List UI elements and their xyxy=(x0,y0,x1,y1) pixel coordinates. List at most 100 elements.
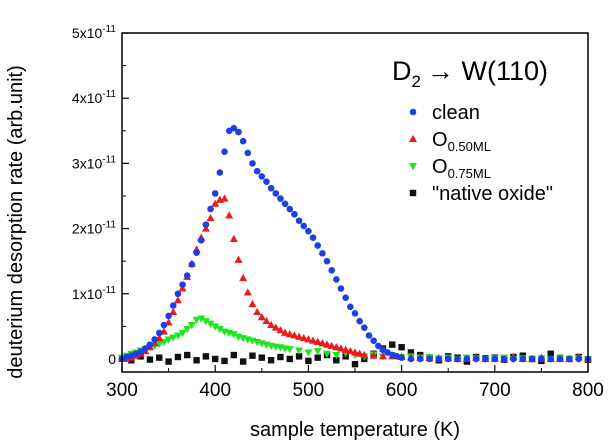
data-point xyxy=(155,329,163,337)
data-point xyxy=(225,211,234,219)
x-tick-label: 300 xyxy=(106,380,138,401)
data-point xyxy=(164,336,173,344)
data-point xyxy=(519,355,527,363)
data-point xyxy=(257,313,266,321)
data-point xyxy=(398,344,405,351)
data-point xyxy=(309,234,317,242)
legend-marker xyxy=(409,163,417,171)
data-point xyxy=(337,344,346,352)
data-point xyxy=(267,320,276,329)
data-points xyxy=(118,124,592,368)
data-point xyxy=(239,137,247,145)
data-point xyxy=(295,217,303,225)
chart-title-main: D xyxy=(392,56,412,86)
data-point xyxy=(346,346,355,355)
data-point xyxy=(211,323,220,331)
data-point xyxy=(313,337,322,346)
data-point xyxy=(216,169,224,176)
data-point xyxy=(378,352,387,360)
data-point xyxy=(327,341,336,349)
data-point xyxy=(187,322,196,330)
data-point xyxy=(281,328,290,336)
data-point xyxy=(178,284,187,292)
legend-marker xyxy=(409,134,417,142)
data-point xyxy=(253,167,261,175)
data-point xyxy=(300,222,308,230)
data-point xyxy=(202,353,210,360)
y-tick-label: 1x10-11 xyxy=(72,285,117,302)
data-point xyxy=(156,354,163,361)
y-tick-label: 2x10-11 xyxy=(72,220,117,237)
data-point xyxy=(407,355,415,363)
data-point xyxy=(375,342,382,350)
data-point xyxy=(313,348,322,356)
data-point xyxy=(370,337,377,345)
data-point xyxy=(575,355,582,363)
data-point xyxy=(183,325,192,334)
data-point xyxy=(285,346,294,354)
data-point xyxy=(556,355,564,363)
x-axis-label: sample temperature (K) xyxy=(250,419,460,441)
data-point xyxy=(239,358,247,365)
data-point xyxy=(220,194,229,202)
data-point xyxy=(491,355,499,363)
data-point xyxy=(169,334,178,342)
data-point xyxy=(277,353,284,361)
data-point xyxy=(309,336,318,344)
data-point xyxy=(547,350,554,357)
data-point xyxy=(193,357,200,364)
data-point xyxy=(314,354,321,361)
data-point xyxy=(183,272,191,279)
data-point xyxy=(323,350,332,358)
data-point xyxy=(295,332,304,340)
data-point xyxy=(174,290,182,298)
data-point xyxy=(267,184,275,192)
data-point xyxy=(253,307,262,316)
legend-marker xyxy=(409,189,417,197)
data-point xyxy=(197,237,205,244)
data-point xyxy=(538,355,545,363)
data-point xyxy=(416,355,424,363)
data-point xyxy=(332,352,341,360)
data-point xyxy=(258,354,265,361)
data-point xyxy=(221,357,228,365)
data-point xyxy=(206,320,215,328)
data-point xyxy=(178,329,187,338)
x-tick-label: 600 xyxy=(386,380,418,401)
data-point xyxy=(454,355,461,363)
data-point xyxy=(323,257,331,265)
data-point xyxy=(407,349,415,356)
data-point xyxy=(369,351,378,359)
data-point xyxy=(235,128,242,136)
x-tick-label: 700 xyxy=(479,380,511,401)
data-point xyxy=(305,227,312,235)
data-point xyxy=(291,210,298,218)
data-point xyxy=(151,336,158,343)
data-point xyxy=(201,318,210,326)
data-point xyxy=(271,323,280,331)
data-point xyxy=(197,315,206,323)
data-point xyxy=(165,312,172,320)
data-point xyxy=(285,329,294,338)
data-point xyxy=(500,355,508,363)
plot-frame xyxy=(121,32,589,373)
data-point xyxy=(243,288,252,296)
data-point xyxy=(337,285,345,292)
y-tick-label: 3x10-11 xyxy=(72,154,117,171)
data-point xyxy=(333,357,340,364)
data-point xyxy=(290,331,299,339)
data-point xyxy=(482,355,489,363)
data-point xyxy=(174,353,182,361)
axis-ticks: 300 400 500 600 700 800 0 1x10-11 2x10-11 3x10-11… xyxy=(72,24,604,401)
data-point xyxy=(276,326,285,334)
data-point xyxy=(173,296,182,304)
data-point xyxy=(229,234,238,243)
x-tick-label: 800 xyxy=(572,380,604,401)
data-point xyxy=(211,199,220,207)
data-point xyxy=(295,353,303,360)
data-point xyxy=(229,331,238,339)
data-point xyxy=(146,341,154,348)
data-point xyxy=(249,160,256,167)
legend-label: clean xyxy=(432,102,480,124)
